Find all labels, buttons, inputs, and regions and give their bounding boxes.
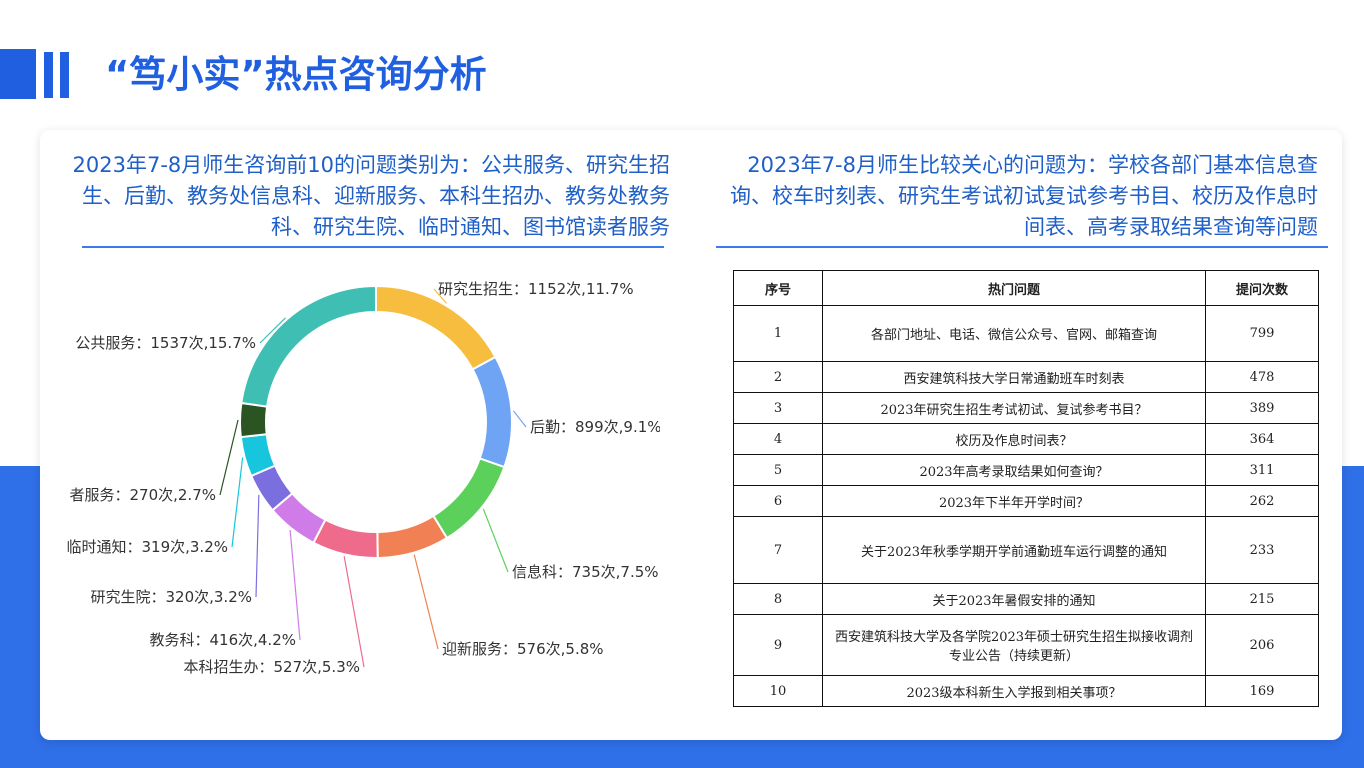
- header-count: 提问次数: [1205, 270, 1319, 306]
- row-question: 各部门地址、电话、微信公众号、官网、邮箱查询: [822, 305, 1206, 362]
- row-count: 799: [1205, 305, 1319, 362]
- table-row: 3 2023年研究生招生考试初试、复试参考书目？ 389: [733, 392, 1319, 424]
- donut-slice-2: [471, 355, 513, 469]
- title-accent-bar: [44, 52, 53, 98]
- leader-line-5: [343, 556, 365, 668]
- slice-label-8: 临时通知：319次,3.2%: [66, 538, 228, 556]
- slice-label-4: 迎新服务：576次,5.8%: [442, 640, 604, 658]
- left-divider: [82, 246, 664, 248]
- row-question: 2023年高考录取结果如何查询？: [822, 454, 1206, 486]
- title-accent-bar: [60, 52, 69, 98]
- leader-line-2: [513, 410, 527, 428]
- leader-line-10: [259, 317, 286, 344]
- hot-questions-table: 序号 热门问题 提问次数 1 各部门地址、电话、微信公众号、官网、邮箱查询 79…: [733, 270, 1319, 707]
- header-index: 序号: [733, 270, 823, 306]
- leader-line-1: [433, 288, 447, 304]
- row-index: 1: [733, 305, 823, 362]
- row-question: 校历及作息时间表？: [822, 423, 1206, 455]
- row-index: 10: [733, 675, 823, 707]
- leader-line-7: [255, 494, 260, 598]
- donut-chart: 研究生招生：1152次,11.7% 后勤：899次,9.1% 信息科：735次,7.…: [66, 280, 660, 676]
- row-count: 364: [1205, 423, 1319, 455]
- table-row: 6 2023年下半年开学时间？ 262: [733, 485, 1319, 517]
- row-question: 2023年研究生招生考试初试、复试参考书目？: [822, 392, 1206, 424]
- row-question: 2023年下半年开学时间？: [822, 485, 1206, 517]
- hot-questions-table-wrap: 序号 热门问题 提问次数 1 各部门地址、电话、微信公众号、官网、邮箱查询 79…: [733, 270, 1319, 707]
- table-row: 7 关于2023年秋季学期开学前通勤班车运行调整的通知 233: [733, 516, 1319, 584]
- row-index: 2: [733, 361, 823, 393]
- header-question: 热门问题: [822, 270, 1206, 306]
- row-question: 西安建筑科技大学及各学院2023年硕士研究生招生拟接收调剂专业公告（持续更新）: [822, 614, 1206, 676]
- slice-label-1: 研究生招生：1152次,11.7%: [438, 280, 634, 298]
- leader-line-6: [289, 529, 301, 641]
- donut-slice-3: [431, 457, 506, 540]
- row-count: 206: [1205, 614, 1319, 676]
- slice-label-7: 研究生院：320次,3.2%: [90, 588, 252, 606]
- row-index: 4: [733, 423, 823, 455]
- row-count: 311: [1205, 454, 1319, 486]
- row-count: 233: [1205, 516, 1319, 584]
- slice-label-6: 教务科：416次,4.2%: [149, 631, 296, 649]
- slice-label-3: 信息科：735次,7.5%: [512, 563, 659, 581]
- row-count: 169: [1205, 675, 1319, 707]
- table-row: 10 2023级本科新生入学报到相关事项？ 169: [733, 675, 1319, 707]
- slice-label-10: 公共服务：1537次,15.7%: [75, 334, 256, 352]
- left-summary-text: 2023年7-8月师生咨询前10的问题类别为：公共服务、研究生招生、后勤、教务处…: [72, 153, 670, 239]
- table-row: 2 西安建筑科技大学日常通勤班车时刻表 478: [733, 361, 1319, 393]
- table-header-row: 序号 热门问题 提问次数: [733, 270, 1319, 306]
- row-count: 262: [1205, 485, 1319, 517]
- slice-label-2: 后勤：899次,9.1%: [530, 418, 660, 436]
- right-summary-text: 2023年7-8月师生比较关心的问题为：学校各部门基本信息查询、校车时刻表、研究…: [730, 153, 1318, 239]
- leader-line-4: [413, 554, 439, 650]
- table-row: 8 关于2023年暑假安排的通知 215: [733, 583, 1319, 615]
- row-index: 3: [733, 392, 823, 424]
- slice-label-5: 本科招生办：527次,5.3%: [183, 658, 360, 676]
- row-question: 西安建筑科技大学日常通勤班车时刻表: [822, 361, 1206, 393]
- donut-slice-9: [239, 401, 269, 439]
- row-index: 7: [733, 516, 823, 584]
- row-count: 215: [1205, 583, 1319, 615]
- row-question: 关于2023年暑假安排的通知: [822, 583, 1206, 615]
- right-divider: [716, 246, 1328, 248]
- row-index: 9: [733, 614, 823, 676]
- table-row: 1 各部门地址、电话、微信公众号、官网、邮箱查询 799: [733, 305, 1319, 362]
- page-title: “笃小实”热点咨询分析: [105, 53, 487, 96]
- title-accent-block: [0, 49, 36, 99]
- leader-line-9: [219, 419, 239, 496]
- row-index: 5: [733, 454, 823, 486]
- leader-line-3: [482, 508, 509, 573]
- slice-label-9: 者服务：270次,2.7%: [69, 486, 216, 504]
- donut-slice-1: [375, 284, 497, 371]
- table-row: 5 2023年高考录取结果如何查询？ 311: [733, 454, 1319, 486]
- table-row: 9 西安建筑科技大学及各学院2023年硕士研究生招生拟接收调剂专业公告（持续更新…: [733, 614, 1319, 676]
- donut-slice-4: [376, 514, 449, 560]
- row-count: 478: [1205, 361, 1319, 393]
- leader-line-8: [231, 457, 244, 548]
- row-index: 8: [733, 583, 823, 615]
- row-count: 389: [1205, 392, 1319, 424]
- table-row: 4 校历及作息时间表？ 364: [733, 423, 1319, 455]
- row-question: 2023级本科新生入学报到相关事项？: [822, 675, 1206, 707]
- donut-slice-10: [240, 284, 377, 408]
- row-index: 6: [733, 485, 823, 517]
- row-question: 关于2023年秋季学期开学前通勤班车运行调整的通知: [822, 516, 1206, 584]
